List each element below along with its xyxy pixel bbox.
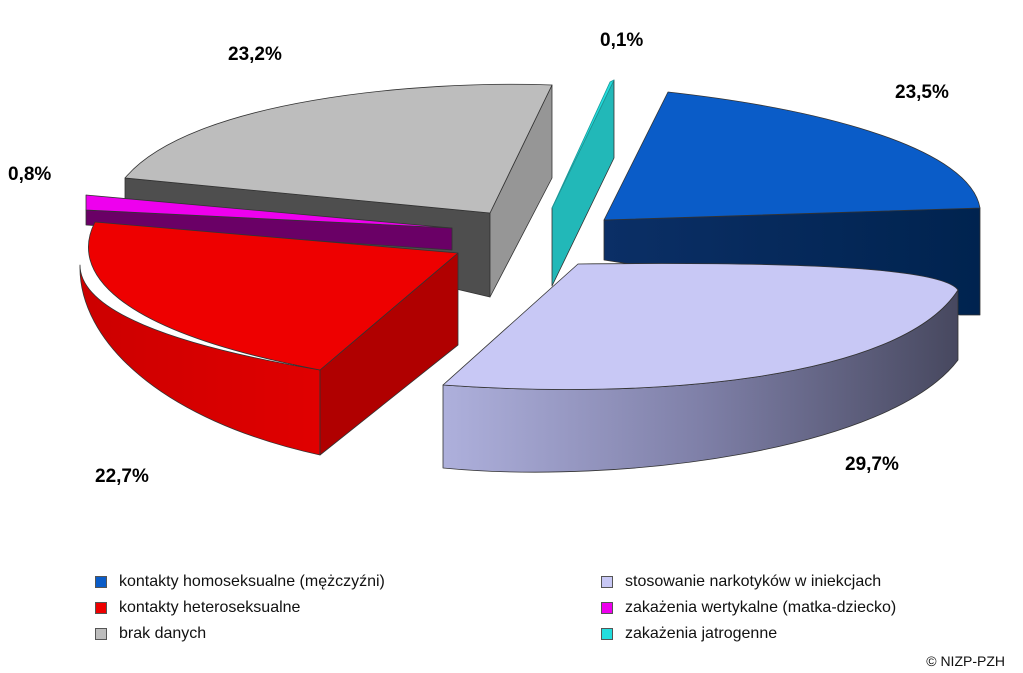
label-hetero: 22,7% <box>95 466 149 487</box>
slice-iatrogenic <box>551 79 615 209</box>
legend-label-homo: kontakty homoseksualne (mężczyźni) <box>119 573 385 590</box>
legend-item-no-data: brak danych <box>95 625 206 643</box>
slice-no-data <box>124 83 553 214</box>
slice-drugs <box>442 263 959 390</box>
pie-chart: 23,5% 29,7% 22,7% 0,8% 23,2% 0,1% <box>8 30 981 487</box>
legend-label-hetero: kontakty heteroseksualne <box>119 599 301 616</box>
label-no-data: 23,2% <box>228 44 282 65</box>
legend-item-drugs: stosowanie narkotyków w iniekcjach <box>601 573 881 591</box>
legend-label-vertical: zakażenia wertykalne (matka-dziecko) <box>625 599 897 616</box>
legend-swatch-homo <box>95 576 107 588</box>
legend-item-hetero: kontakty heteroseksualne <box>95 599 300 617</box>
legend-label-drugs: stosowanie narkotyków w iniekcjach <box>625 573 882 590</box>
legend-swatch-iatrogenic <box>601 628 613 640</box>
copyright: © NIZP-PZH <box>926 653 1005 669</box>
legend-swatch-no-data <box>95 628 107 640</box>
legend-item-iatrogenic: zakażenia jatrogenne <box>601 625 777 643</box>
legend-label-no-data: brak danych <box>119 625 207 642</box>
slice-vertical <box>85 194 453 229</box>
slice-hetero <box>88 221 459 371</box>
legend-item-homo: kontakty homoseksualne (mężczyźni) <box>95 573 385 591</box>
legend-swatch-drugs <box>601 576 613 588</box>
legend-item-vertical: zakażenia wertykalne (matka-dziecko) <box>601 599 896 617</box>
label-vertical: 0,8% <box>8 164 51 185</box>
legend-swatch-hetero <box>95 602 107 614</box>
legend-label-iatrogenic: zakażenia jatrogenne <box>625 625 778 642</box>
label-iatrogenic: 0,1% <box>600 30 643 51</box>
legend-swatch-vertical <box>601 602 613 614</box>
label-drugs: 29,7% <box>845 454 899 475</box>
slice-homo <box>603 91 981 221</box>
label-homo: 23,5% <box>895 82 949 103</box>
